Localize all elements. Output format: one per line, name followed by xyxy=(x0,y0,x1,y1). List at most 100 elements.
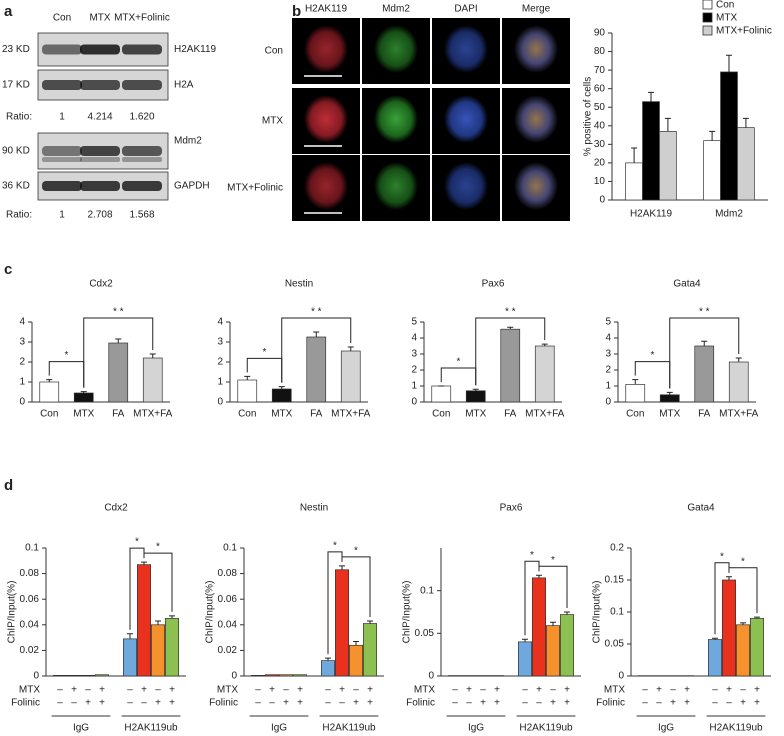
annotation: * xyxy=(741,556,745,567)
image-column-label: Merge xyxy=(522,4,551,15)
condition-sign: + xyxy=(155,698,161,709)
condition-sign: – xyxy=(127,685,133,696)
bar xyxy=(279,674,294,677)
x-tick-label: MTX+FA xyxy=(331,409,371,420)
error-bar xyxy=(244,375,251,380)
x-tick-label: Con xyxy=(40,409,58,420)
panel-label: a xyxy=(4,3,13,20)
bar xyxy=(271,388,292,403)
annotation: * * xyxy=(311,307,322,318)
bar xyxy=(545,625,560,677)
bar xyxy=(642,101,660,201)
condition-sign: – xyxy=(255,685,261,696)
error-bar xyxy=(339,565,345,570)
marker-label: 90 KD xyxy=(2,146,30,157)
y-tick-label: 0 xyxy=(599,195,605,206)
y-tick-label: 0 xyxy=(217,397,223,408)
chart-title: Gata4 xyxy=(673,279,701,290)
y-tick-label: 0 xyxy=(605,397,611,408)
y-tick-label: 0.05 xyxy=(415,628,435,639)
bar xyxy=(66,675,81,677)
condition-sign: + xyxy=(99,698,105,709)
condition-sign: + xyxy=(353,698,359,709)
blot-label: Mdm2 xyxy=(174,136,202,147)
error-bar xyxy=(550,621,556,626)
marker-label: 17 KD xyxy=(2,80,30,91)
bar xyxy=(251,675,266,677)
bar xyxy=(465,390,486,403)
bar xyxy=(737,127,755,201)
ratio-value: 2.708 xyxy=(87,210,112,221)
x-tick-label: MTX xyxy=(465,409,486,420)
x-tick-label: FA xyxy=(698,409,711,420)
annotation: * xyxy=(156,542,160,553)
condition-sign: – xyxy=(325,698,331,709)
condition-sign: – xyxy=(656,698,662,709)
bar xyxy=(349,644,364,677)
nucleus xyxy=(514,25,558,73)
blot-band xyxy=(42,146,82,156)
condition-sign: – xyxy=(536,698,542,709)
y-tick-label: 0.1 xyxy=(420,585,434,596)
annotation: * * xyxy=(113,307,124,318)
bar xyxy=(80,675,95,677)
significance-bracket xyxy=(281,317,352,383)
annotation: * xyxy=(263,347,267,358)
group-label: IgG xyxy=(468,723,484,734)
y-tick-label: 1 xyxy=(217,377,223,388)
condition-sign: – xyxy=(670,685,676,696)
group-label: IgG xyxy=(73,723,89,734)
y-tick-label: 0 xyxy=(231,671,237,682)
condition-sign: – xyxy=(712,685,718,696)
condition-sign: + xyxy=(269,685,275,696)
condition-sign: + xyxy=(754,685,760,696)
error-bar xyxy=(367,620,373,624)
bar xyxy=(39,381,60,403)
legend-label: Con xyxy=(716,0,734,11)
y-tick-label: 2 xyxy=(19,357,25,368)
bar xyxy=(122,638,137,677)
bar xyxy=(94,674,109,677)
condition-sign: – xyxy=(325,685,331,696)
condition-sign: – xyxy=(255,698,261,709)
y-tick-label: 2 xyxy=(605,365,611,376)
bar xyxy=(237,379,258,403)
error-bar xyxy=(80,391,87,393)
blot-band xyxy=(80,157,120,162)
condition-sign: – xyxy=(85,685,91,696)
error-bar xyxy=(347,346,354,351)
y-tick-label: 80 xyxy=(594,46,606,57)
blot-label: GAPDH xyxy=(174,181,210,192)
bar xyxy=(321,660,336,677)
condition-sign: + xyxy=(564,685,570,696)
bar xyxy=(707,639,722,677)
condition-sign: – xyxy=(480,685,486,696)
chart-title: Cdx2 xyxy=(104,503,128,514)
error-bar xyxy=(631,147,638,163)
ratio-label: Ratio: xyxy=(6,210,32,221)
x-tick-label: MTX+FA xyxy=(719,409,759,420)
legend-swatch xyxy=(702,25,713,36)
bar xyxy=(108,342,129,403)
blot-band xyxy=(122,44,162,55)
y-tick-label: 0.06 xyxy=(218,594,238,605)
condition-sign: + xyxy=(684,698,690,709)
group-label: H2AK119ub xyxy=(124,723,178,734)
x-tick-label: FA xyxy=(504,409,517,420)
error-bar xyxy=(536,574,542,578)
y-tick-label: 4 xyxy=(217,317,223,328)
blot-band xyxy=(122,80,162,90)
condition-sign: – xyxy=(522,685,528,696)
y-axis-label: ChIP/Input(%) xyxy=(592,581,603,644)
y-tick-label: 0.1 xyxy=(223,543,237,554)
condition-sign: – xyxy=(466,698,472,709)
chart-title: Cdx2 xyxy=(89,279,113,290)
significance-bracket xyxy=(341,556,371,617)
condition-sign: – xyxy=(550,685,556,696)
annotation: * xyxy=(333,541,337,552)
condition-sign: + xyxy=(85,698,91,709)
condition-sign: + xyxy=(494,698,500,709)
condition-sign: – xyxy=(522,698,528,709)
y-tick-label: 1 xyxy=(19,377,25,388)
